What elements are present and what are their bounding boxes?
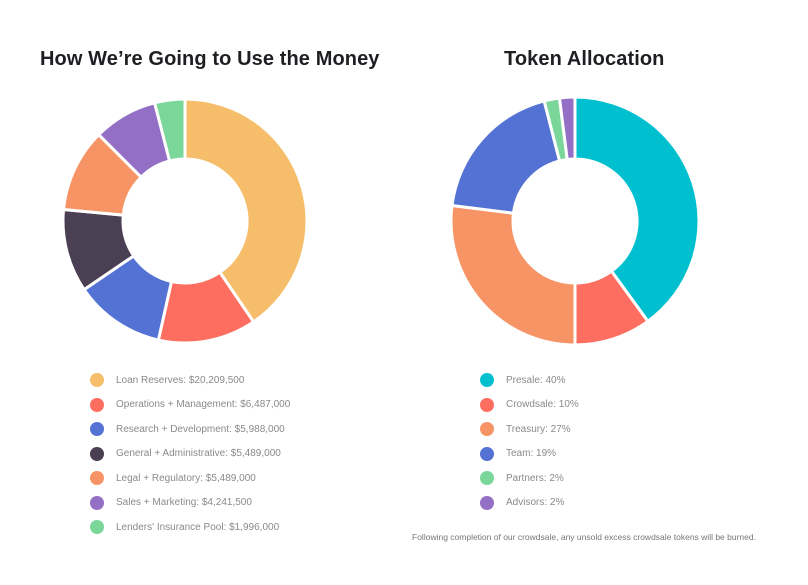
token-allocation-panel: Token Allocation Presale: 40% Crowdsale: … [400, 0, 808, 585]
legend-item-sales-marketing: Sales + Marketing: $4,241,500 [90, 491, 290, 516]
legend-item-operations-management: Operations + Management: $6,487,000 [90, 393, 290, 418]
use-of-funds-title: How We’re Going to Use the Money [40, 48, 380, 70]
legend-item-research-development: Research + Development: $5,988,000 [90, 417, 290, 442]
crowdsale-footnote: Following completion of our crowdsale, a… [412, 532, 756, 542]
legend-item-lenders-insurance-pool: Lenders' Insurance Pool: $1,996,000 [90, 515, 290, 540]
use-of-funds-legend: Loan Reserves: $20,209,500 Operations + M… [90, 368, 290, 540]
slice-team [450, 99, 562, 215]
legend-item-crowdsale: Crowdsale: 10% [480, 393, 579, 418]
legend-item-general-administrative: General + Administrative: $5,489,000 [90, 442, 290, 467]
token-allocation-donut-chart [449, 95, 698, 347]
legend-item-legal-regulatory: Legal + Regulatory: $5,489,000 [90, 466, 290, 491]
legend-label: Loan Reserves: $20,209,500 [116, 374, 245, 386]
slice-presale [573, 95, 698, 323]
legend-label: Team: 19% [506, 448, 557, 460]
legend-item-advisors: Advisors: 2% [480, 491, 579, 516]
legend-label: Partners: 2% [506, 472, 564, 484]
legend-label: Sales + Marketing: $4,241,500 [116, 497, 252, 509]
legend-label: Lenders' Insurance Pool: $1,996,000 [116, 521, 280, 533]
legend-swatch [90, 373, 104, 388]
legend-swatch [90, 446, 104, 461]
legend-swatch [480, 471, 494, 486]
legend-label: Crowdsale: 10% [506, 399, 579, 411]
token-allocation-title: Token Allocation [504, 48, 665, 70]
legend-label: Operations + Management: $6,487,000 [116, 399, 291, 411]
legend-swatch [480, 495, 494, 510]
legend-swatch [480, 373, 494, 388]
legend-item-partners: Partners: 2% [480, 466, 579, 491]
use-of-funds-panel: How We’re Going to Use the Money Loan Re… [0, 0, 380, 585]
slice-advisors [557, 95, 577, 161]
legend-item-loan-reserves: Loan Reserves: $20,209,500 [90, 368, 290, 393]
legend-label: Advisors: 2% [506, 497, 565, 509]
slice-lenders-insurance-pool [153, 97, 187, 163]
legend-swatch [90, 397, 104, 412]
use-of-funds-donut-chart [61, 97, 309, 345]
legend-item-team: Team: 19% [480, 442, 579, 467]
token-allocation-legend: Presale: 40% Crowdsale: 10% Treasury: 27% T… [480, 368, 579, 515]
legend-swatch [480, 397, 494, 412]
legend-label: Presale: 40% [506, 374, 566, 386]
legend-swatch [480, 422, 494, 437]
legend-label: Research + Development: $5,988,000 [116, 423, 285, 435]
slice-treasury [449, 203, 577, 347]
legend-item-treasury: Treasury: 27% [480, 417, 579, 442]
legend-swatch [90, 520, 104, 535]
legend-item-presale: Presale: 40% [480, 368, 579, 393]
legend-swatch [90, 422, 104, 437]
legend-label: Treasury: 27% [506, 423, 571, 435]
legend-swatch [90, 471, 104, 486]
slice-loan-reserves [183, 97, 309, 324]
legend-swatch [90, 495, 104, 510]
legend-label: General + Administrative: $5,489,000 [116, 448, 281, 460]
legend-label: Legal + Regulatory: $5,489,000 [116, 472, 256, 484]
legend-swatch [480, 446, 494, 461]
